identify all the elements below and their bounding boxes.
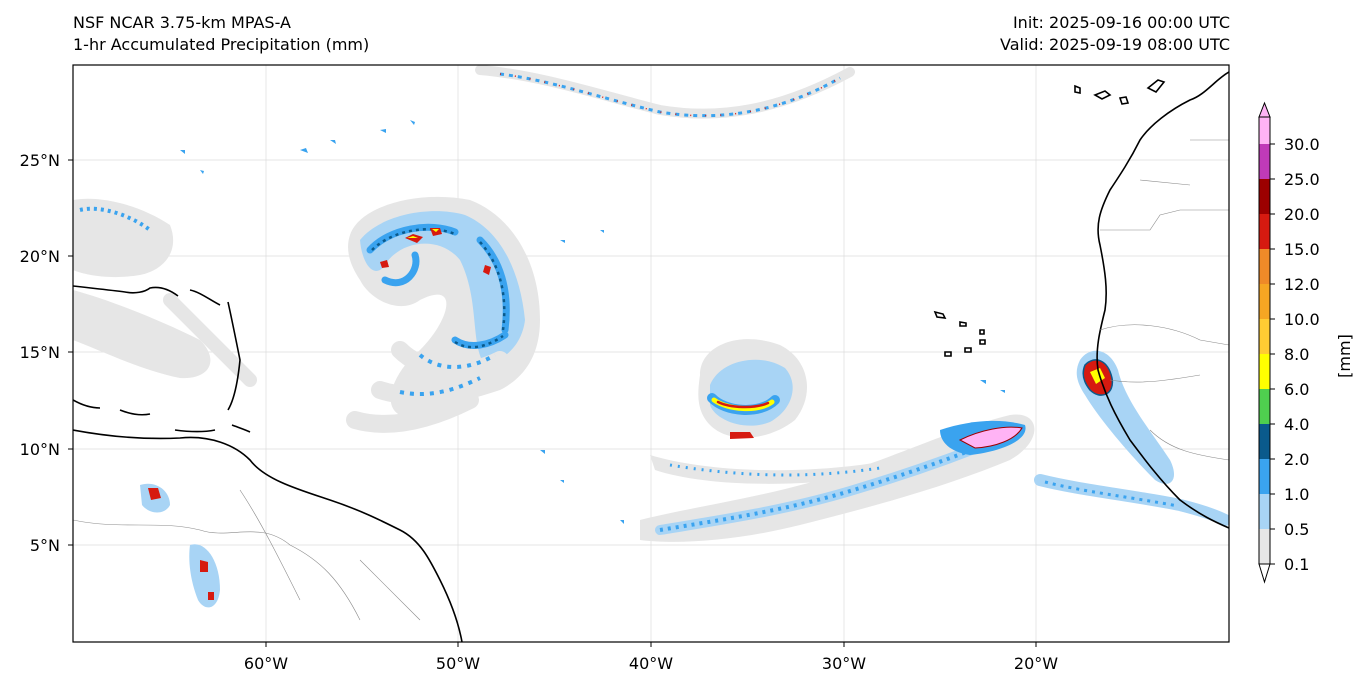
latitude-axis: 25°N 20°N 15°N 10°N 5°N bbox=[20, 151, 73, 555]
colorbar-segment bbox=[1259, 249, 1270, 284]
init-time: Init: 2025-09-16 00:00 UTC bbox=[1012, 13, 1230, 32]
colorbar-segment bbox=[1259, 319, 1270, 354]
model-name: NSF NCAR 3.75-km MPAS-A bbox=[73, 13, 291, 32]
colorbar-segment bbox=[1259, 214, 1270, 249]
colorbar-tick-label: 1.0 bbox=[1284, 485, 1309, 504]
colorbar-tick-label: 2.0 bbox=[1284, 450, 1309, 469]
map-title: NSF NCAR 3.75-km MPAS-A 1-hr Accumulated… bbox=[73, 12, 369, 56]
colorbar-tick-label: 15.0 bbox=[1284, 240, 1320, 259]
colorbar-segment bbox=[1259, 424, 1270, 459]
colorbar-tick-label: 25.0 bbox=[1284, 170, 1320, 189]
colorbar-segment bbox=[1259, 494, 1270, 529]
colorbar-tick-label: 20.0 bbox=[1284, 205, 1320, 224]
lon-label: 40°W bbox=[629, 654, 673, 673]
precipitation-field bbox=[73, 65, 1229, 608]
colorbar-tick-label: 10.0 bbox=[1284, 310, 1320, 329]
time-info: Init: 2025-09-16 00:00 UTC Valid: 2025-0… bbox=[1000, 12, 1230, 56]
colorbar: 0.1 0.5 1.0 2.0 4.0 6.0 8.0 10.0 12.0 15.0 20.0 25.… bbox=[1258, 101, 1354, 584]
colorbar-segment bbox=[1259, 284, 1270, 319]
colorbar-tick-label: 4.0 bbox=[1284, 415, 1309, 434]
lon-label: 20°W bbox=[1014, 654, 1058, 673]
graticule bbox=[73, 65, 1229, 642]
colorbar-frame bbox=[1258, 116, 1271, 565]
colorbar-segment bbox=[1259, 389, 1270, 424]
colorbar-segment bbox=[1259, 354, 1270, 389]
valid-time: Valid: 2025-09-19 08:00 UTC bbox=[999, 35, 1230, 54]
colorbar-tick-label: 12.0 bbox=[1284, 275, 1320, 294]
map-panel bbox=[73, 65, 1229, 642]
colorbar-tick-label: 6.0 bbox=[1284, 380, 1309, 399]
colorbar-segment bbox=[1259, 117, 1270, 144]
country-borders bbox=[73, 139, 1229, 621]
colorbar-tick-label: 0.1 bbox=[1284, 555, 1309, 574]
longitude-axis: 60°W 50°W 40°W 30°W 20°W bbox=[244, 642, 1058, 673]
lat-label: 25°N bbox=[20, 151, 60, 170]
lat-label: 20°N bbox=[20, 247, 60, 266]
colorbar-segment bbox=[1259, 144, 1270, 179]
colorbar-segment bbox=[1259, 459, 1270, 494]
lon-label: 50°W bbox=[436, 654, 480, 673]
colorbar-segment bbox=[1259, 179, 1270, 214]
colorbar-tick-label: 30.0 bbox=[1284, 135, 1320, 154]
field-name: 1-hr Accumulated Precipitation (mm) bbox=[73, 35, 370, 54]
colorbar-tick-label: 8.0 bbox=[1284, 345, 1309, 364]
lat-label: 15°N bbox=[20, 343, 60, 362]
colorbar-segment bbox=[1259, 529, 1270, 564]
colorbar-max-extension bbox=[1258, 101, 1271, 118]
colorbar-tick-label: 0.5 bbox=[1284, 520, 1309, 539]
lon-label: 30°W bbox=[822, 654, 866, 673]
coastlines bbox=[73, 71, 1229, 642]
lat-label: 10°N bbox=[20, 440, 60, 459]
lon-label: 60°W bbox=[244, 654, 288, 673]
lat-label: 5°N bbox=[30, 536, 60, 555]
colorbar-min-extension bbox=[1258, 563, 1271, 584]
colorbar-unit-label: [mm] bbox=[1335, 334, 1354, 378]
